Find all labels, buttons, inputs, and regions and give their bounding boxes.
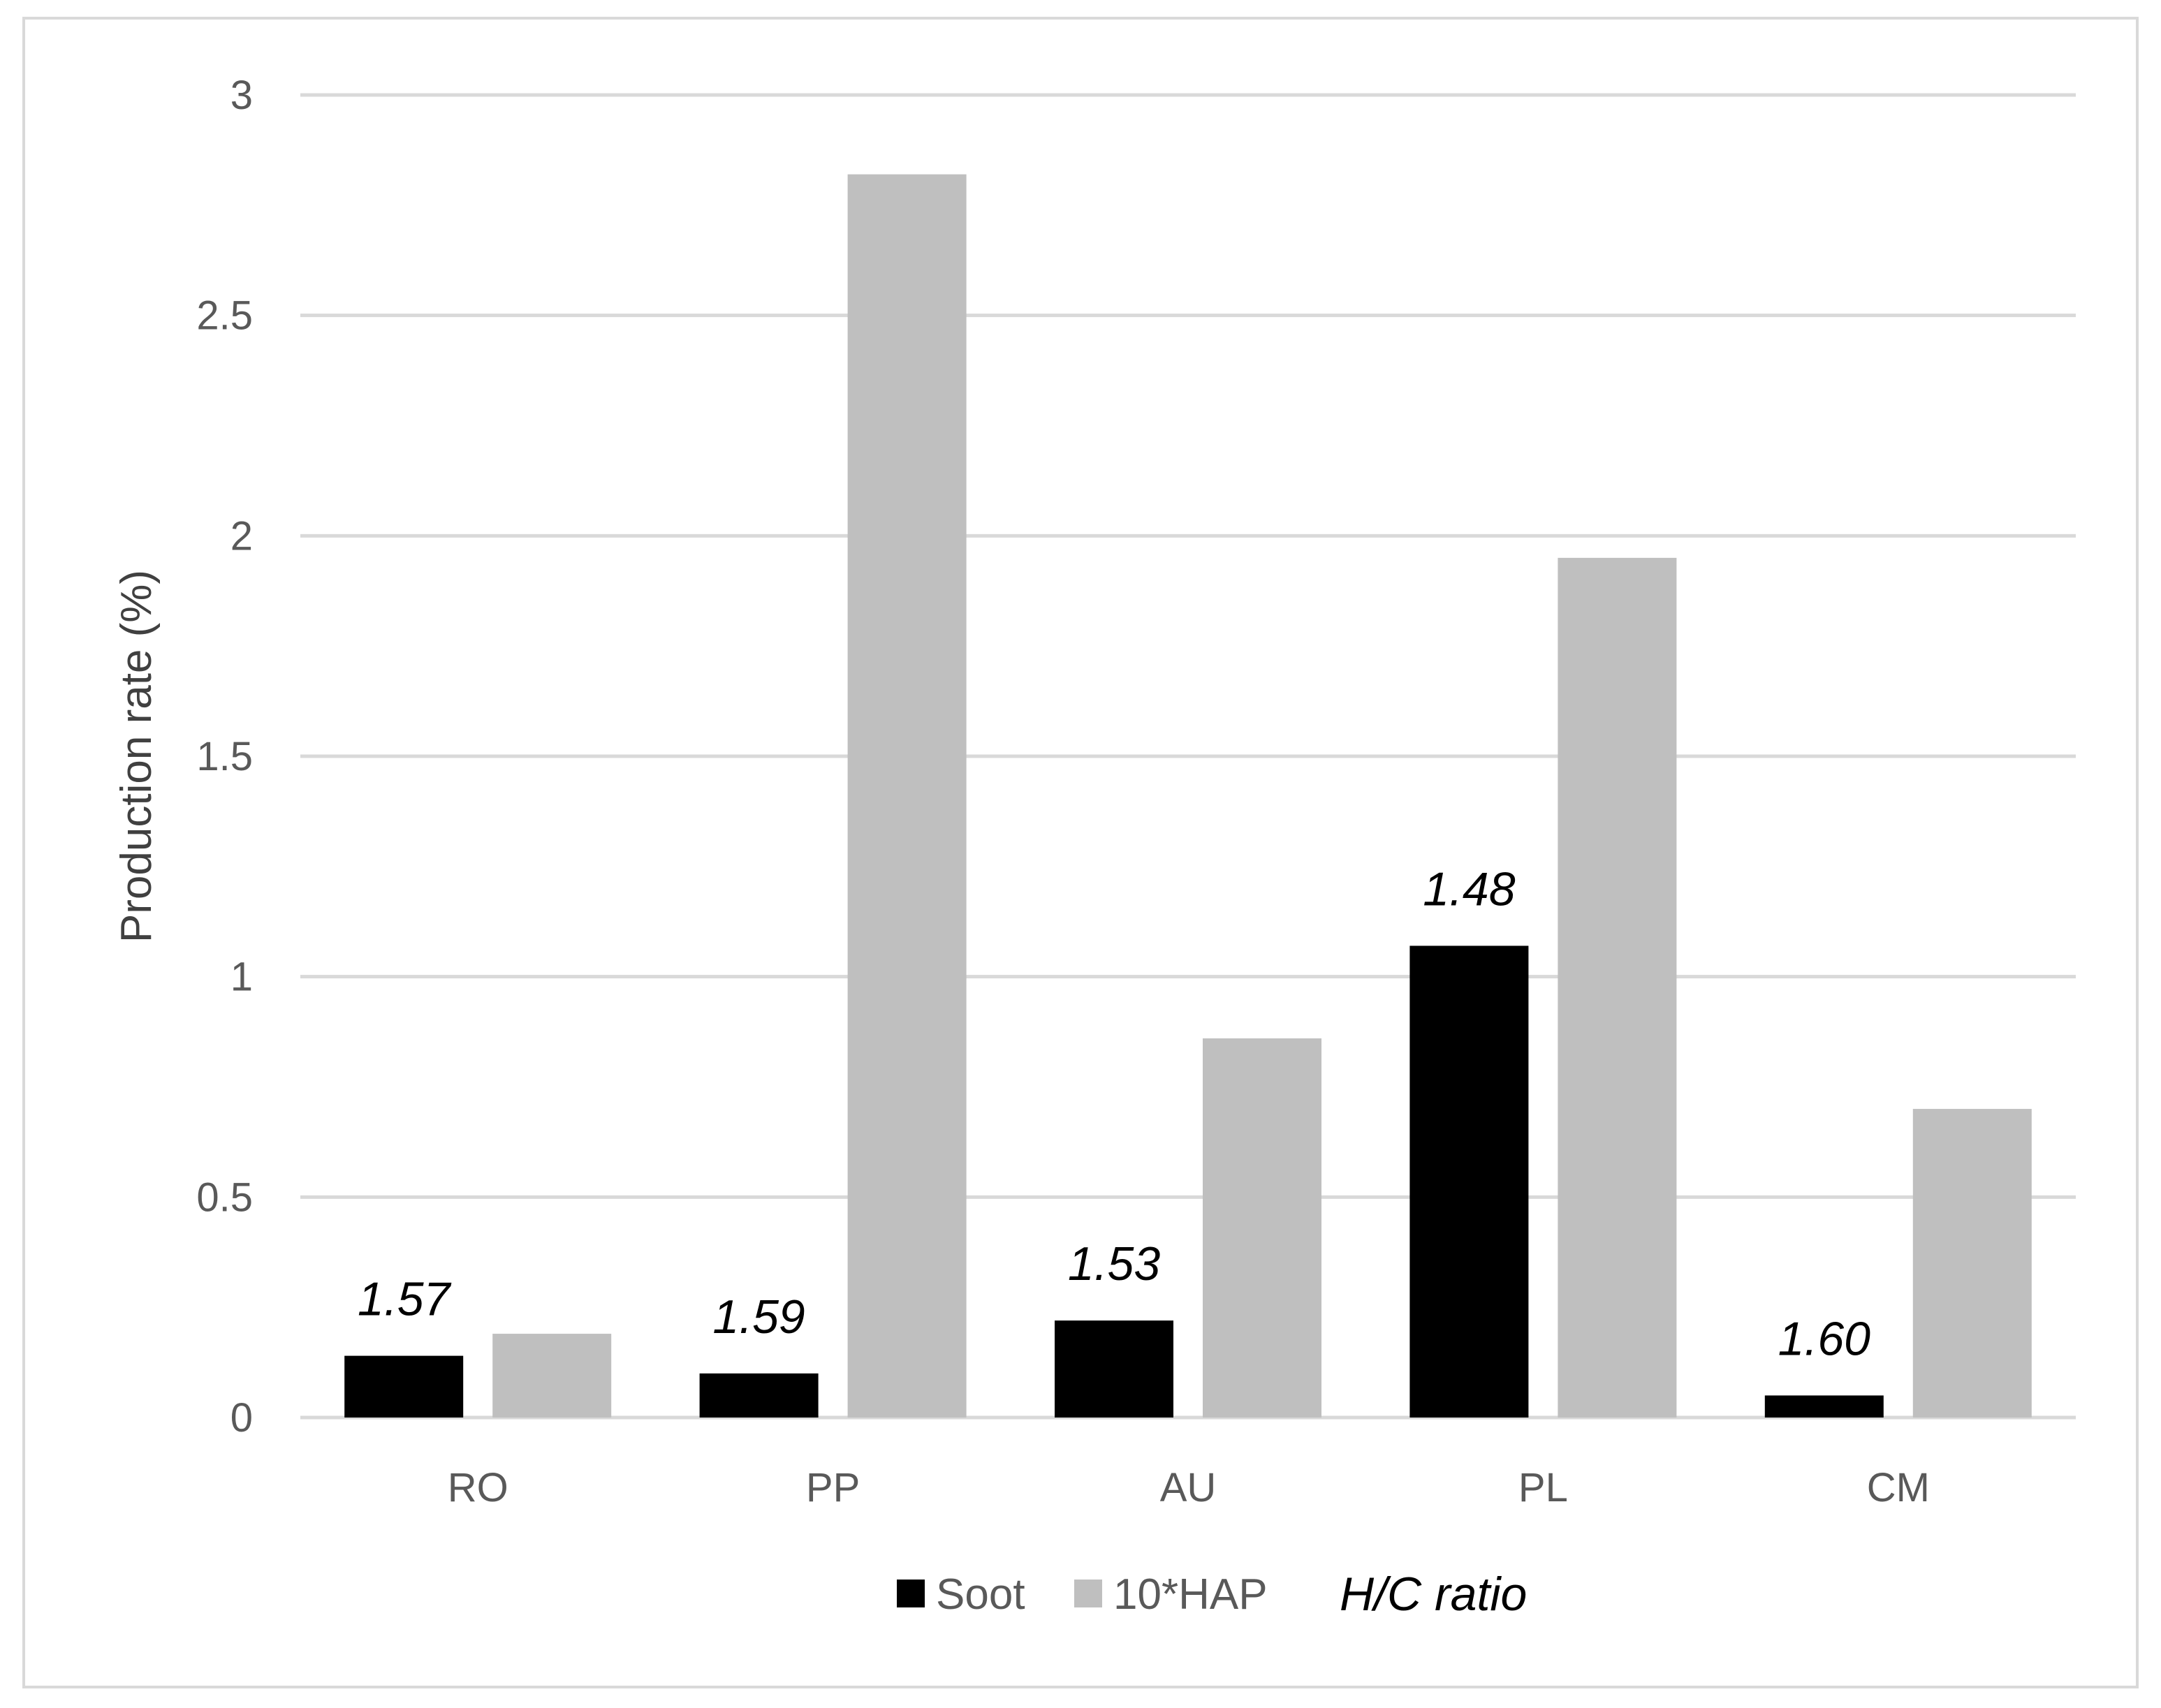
y-tick-label-6: 3 — [230, 73, 253, 118]
hc-ratio-label-cm: 1.60 — [1778, 1312, 1871, 1365]
hc-ratio-label-pl: 1.48 — [1423, 862, 1516, 915]
y-tick-label-1: 0.5 — [196, 1175, 253, 1220]
bar-10hap-pl — [1558, 557, 1677, 1418]
x-tick-label-pp: PP — [806, 1465, 860, 1510]
y-axis-title: Production rate (%) — [112, 570, 161, 943]
hc-ratio-label-ro: 1.57 — [358, 1273, 452, 1326]
x-tick-label-pl: PL — [1518, 1465, 1568, 1510]
gridlines — [300, 93, 2076, 1420]
data-labels: 1.57 1.59 1.53 1.48 1.60 — [358, 862, 1870, 1365]
legend-note-hc-ratio: H/C ratio — [1340, 1568, 1527, 1621]
hc-ratio-label-au: 1.53 — [1068, 1237, 1161, 1290]
x-axis-ticks: RO PP AU PL CM — [448, 1465, 1930, 1510]
bar-10hap-au — [1203, 1038, 1321, 1418]
bar-10hap-ro — [492, 1334, 612, 1418]
x-tick-label-au: AU — [1160, 1465, 1217, 1510]
legend: Soot 10*HAP H/C ratio — [897, 1568, 1527, 1621]
x-tick-label-ro: RO — [448, 1465, 508, 1510]
bar-soot-pp — [699, 1373, 819, 1418]
bar-10hap-pp — [847, 174, 967, 1418]
bar-soot-au — [1055, 1320, 1173, 1418]
y-tick-label-5: 2.5 — [196, 293, 253, 339]
x-tick-label-cm: CM — [1867, 1465, 1930, 1510]
bar-soot-pl — [1409, 945, 1529, 1418]
legend-swatch-hap — [1074, 1580, 1102, 1607]
y-tick-label-3: 1.5 — [196, 734, 253, 779]
legend-swatch-soot — [897, 1580, 925, 1607]
legend-label-hap: 10*HAP — [1113, 1570, 1268, 1619]
bars — [344, 174, 2032, 1418]
bar-soot-ro — [344, 1355, 464, 1418]
y-tick-label-2: 1 — [230, 955, 253, 1000]
bar-soot-cm — [1764, 1395, 1884, 1418]
y-tick-label-4: 2 — [230, 513, 253, 559]
bar-10hap-cm — [1912, 1109, 2032, 1418]
hc-ratio-label-pp: 1.59 — [712, 1290, 805, 1343]
y-tick-label-0: 0 — [230, 1395, 253, 1441]
legend-label-soot: Soot — [936, 1570, 1025, 1619]
y-axis-ticks: 0 0.5 1 1.5 2 2.5 3 — [196, 73, 253, 1441]
